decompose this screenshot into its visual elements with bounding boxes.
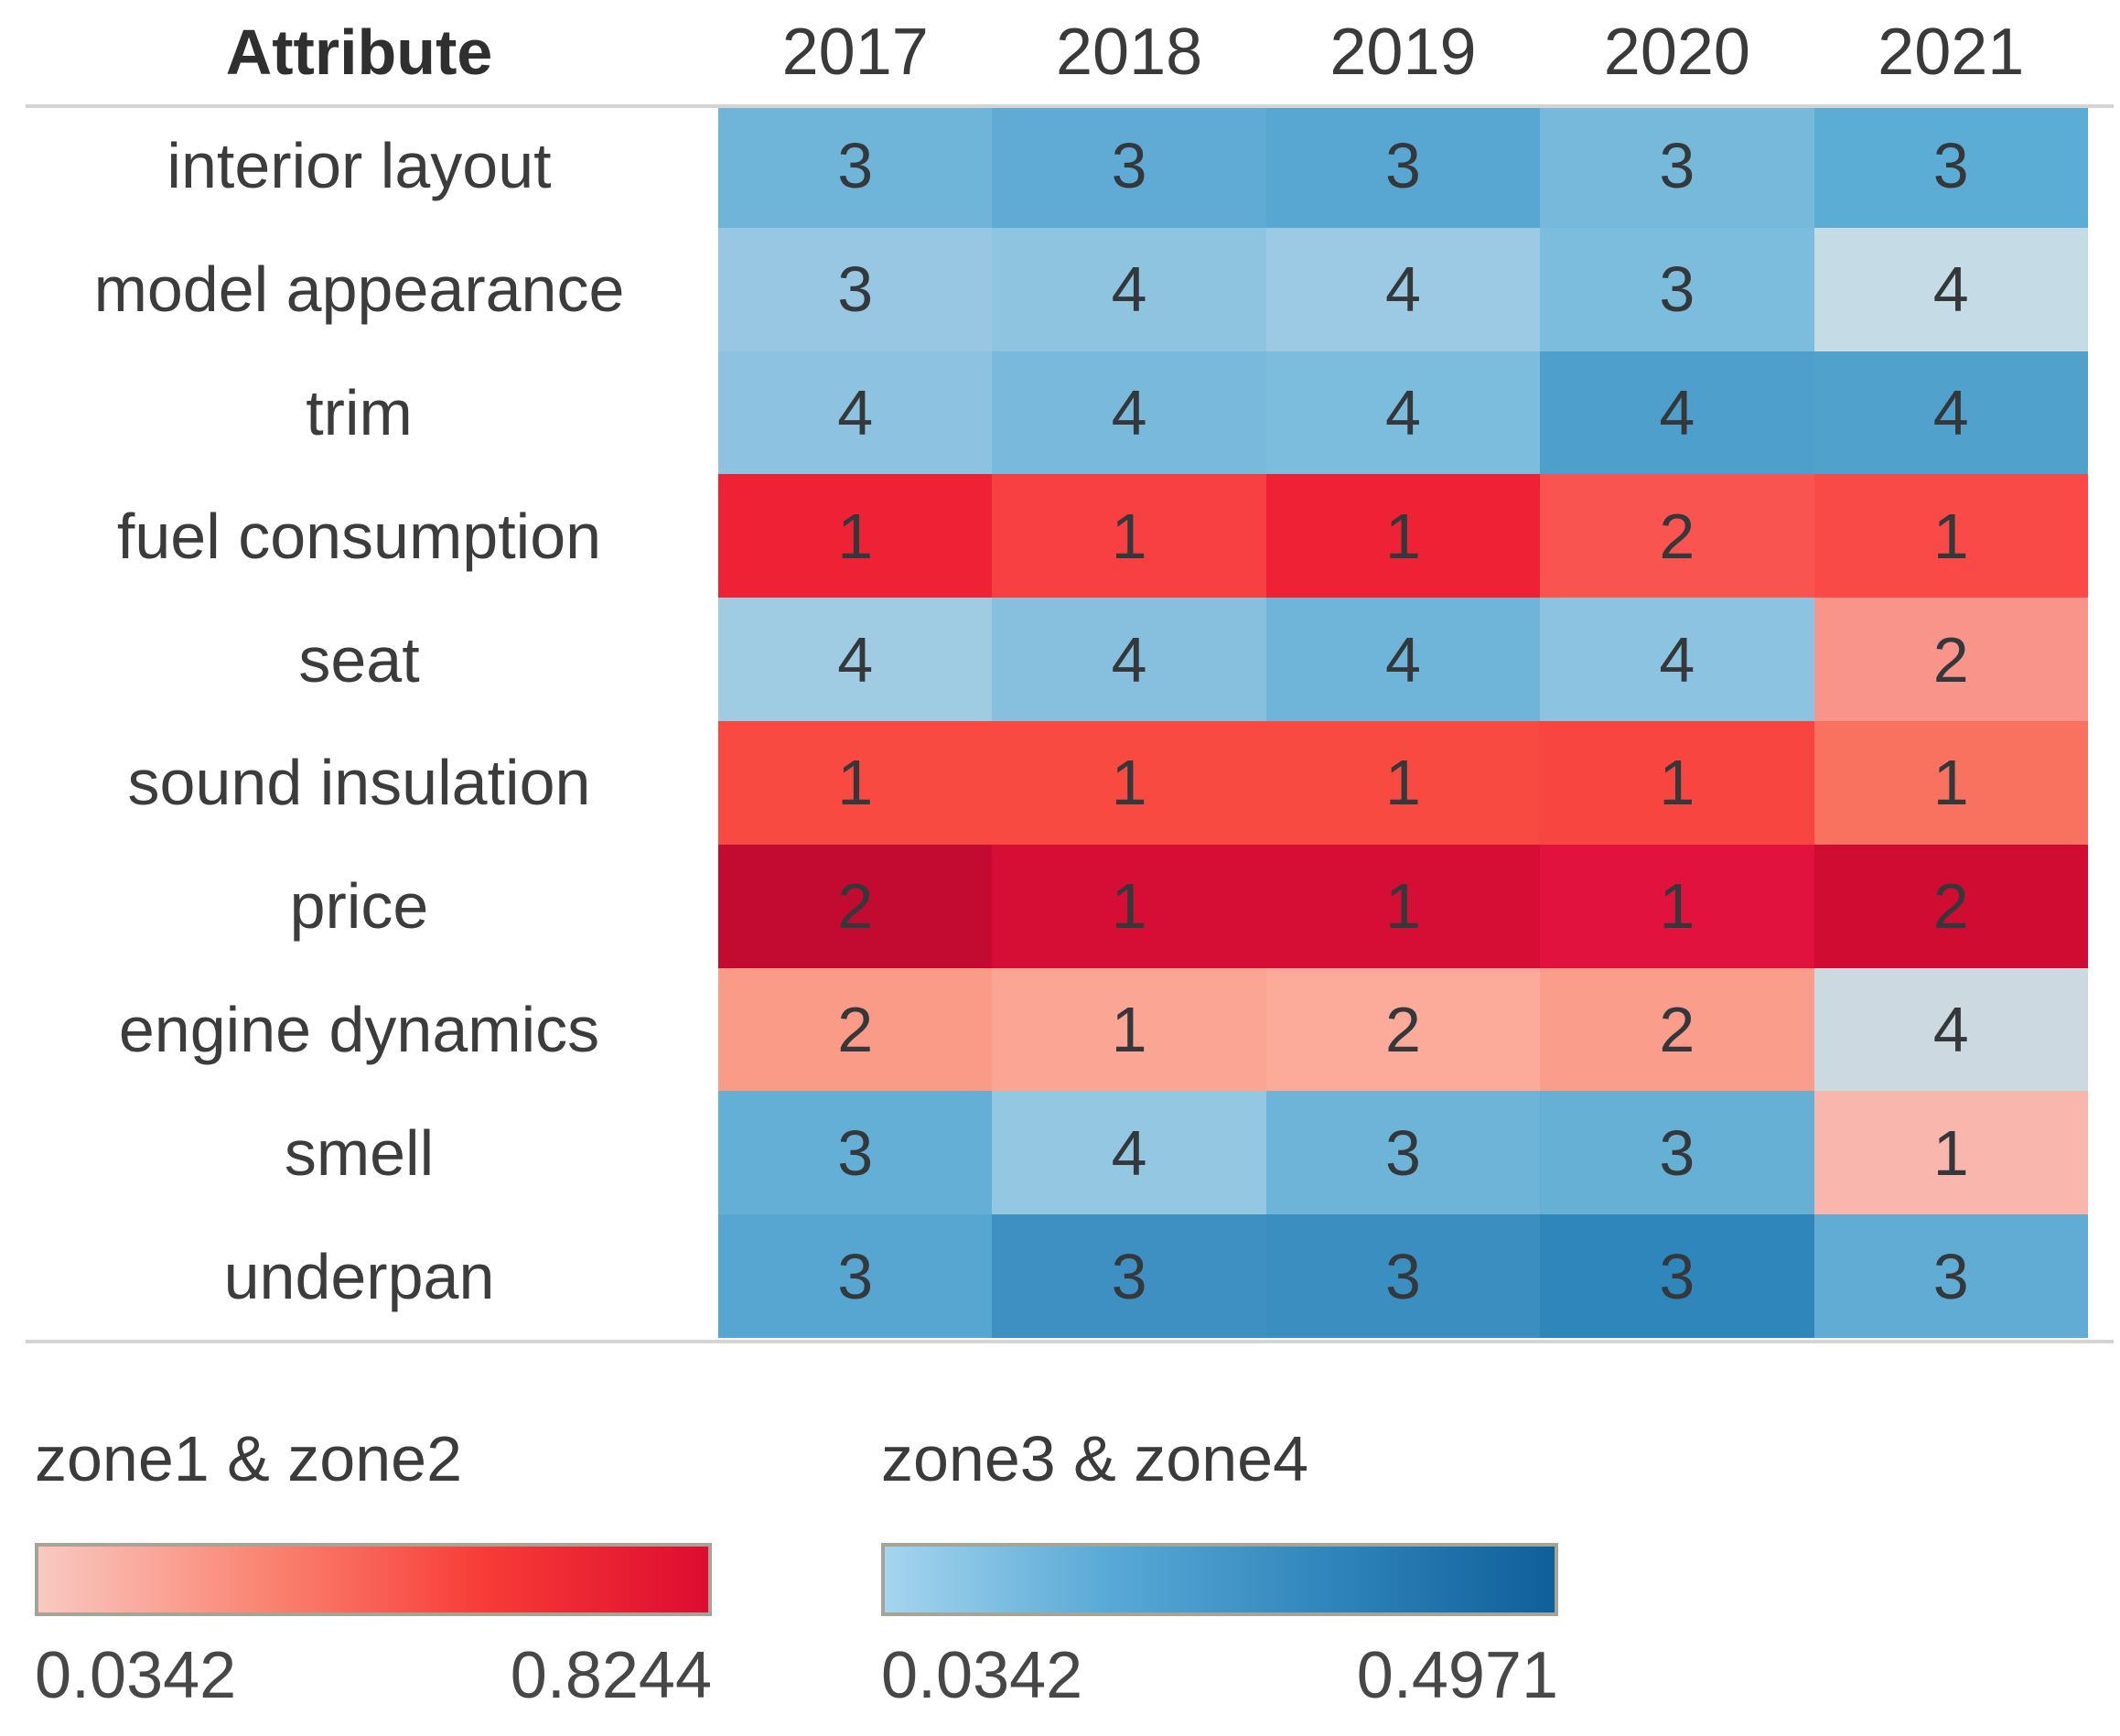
heatmap-cell: 4 bbox=[1813, 967, 2088, 1092]
heatmap-cell: 1 bbox=[1813, 720, 2088, 845]
heatmap-cell: 4 bbox=[992, 227, 1266, 351]
heatmap-cell: 1 bbox=[1813, 1091, 2088, 1215]
heatmap-cell: 3 bbox=[718, 1214, 993, 1338]
heatmap-cell: 4 bbox=[1265, 598, 1541, 721]
heatmap-cell: 4 bbox=[992, 598, 1266, 721]
heatmap-cell: 3 bbox=[1265, 1214, 1541, 1338]
legend-max-label: 0.8244 bbox=[510, 1639, 712, 1712]
legend-max-label: 0.4971 bbox=[1356, 1639, 1558, 1712]
heatmap-cell: 1 bbox=[992, 720, 1266, 845]
heatmap-cell: 4 bbox=[992, 350, 1266, 475]
heatmap-cell: 3 bbox=[1813, 1214, 2088, 1338]
heatmap-cell: 3 bbox=[1540, 1214, 1814, 1338]
red-gradient-bar bbox=[35, 1543, 712, 1616]
heatmap-cell: 2 bbox=[718, 967, 993, 1092]
heatmap-cell: 3 bbox=[718, 227, 993, 351]
heatmap-cell: 1 bbox=[992, 844, 1266, 968]
heatmap-cell: 1 bbox=[1813, 474, 2088, 598]
heatmap-cell: 3 bbox=[1540, 1091, 1814, 1215]
year-header: 2021 bbox=[1878, 16, 2025, 89]
heatmap-cell: 2 bbox=[1265, 967, 1541, 1092]
blue-gradient-bar bbox=[881, 1543, 1558, 1616]
row-label: interior layout bbox=[0, 104, 718, 228]
row-label: trim bbox=[0, 350, 718, 475]
legend-red: zone1 & zone2 0.0342 0.8244 bbox=[35, 1426, 712, 1713]
row-label: seat bbox=[0, 598, 718, 721]
row-label: underpan bbox=[0, 1214, 718, 1338]
heatmap-cell: 4 bbox=[1265, 350, 1541, 475]
heatmap-cell: 3 bbox=[1265, 104, 1541, 228]
heatmap-cell: 4 bbox=[1540, 598, 1814, 721]
legend-min-label: 0.0342 bbox=[881, 1639, 1083, 1712]
heatmap-cell: 3 bbox=[992, 1214, 1266, 1338]
legend-title: zone1 & zone2 bbox=[35, 1423, 463, 1494]
legend-min-label: 0.0342 bbox=[35, 1639, 237, 1712]
row-label: model appearance bbox=[0, 227, 718, 351]
heatmap-cell: 1 bbox=[718, 474, 993, 598]
heatmap-cell: 2 bbox=[1540, 474, 1814, 598]
row-label: engine dynamics bbox=[0, 967, 718, 1092]
heatmap-cell: 1 bbox=[1540, 844, 1814, 968]
year-header: 2018 bbox=[1056, 16, 1203, 89]
heatmap-cell: 1 bbox=[1540, 720, 1814, 845]
heatmap-cell: 4 bbox=[1813, 227, 2088, 351]
heatmap-cell: 4 bbox=[1813, 350, 2088, 475]
heatmap-cell: 4 bbox=[992, 1091, 1266, 1215]
year-header: 2020 bbox=[1603, 16, 1750, 89]
heatmap-cell: 2 bbox=[1813, 598, 2088, 721]
heatmap-cell: 2 bbox=[718, 844, 993, 968]
heatmap-cell: 4 bbox=[1265, 227, 1541, 351]
heatmap-cell: 2 bbox=[1813, 844, 2088, 968]
row-label: sound insulation bbox=[0, 720, 718, 845]
heatmap-cell: 3 bbox=[1540, 227, 1814, 351]
heatmap-cell: 1 bbox=[992, 967, 1266, 1092]
heatmap-cell: 2 bbox=[1540, 967, 1814, 1092]
attribute-header: Attribute bbox=[225, 16, 493, 88]
heatmap-cell: 3 bbox=[718, 1091, 993, 1215]
legend-title: zone3 & zone4 bbox=[881, 1423, 1309, 1494]
heatmap-cell: 4 bbox=[718, 598, 993, 721]
heatmap-table: Attribute 2017 2018 2019 2020 2021 interior la… bbox=[0, 16, 2088, 1338]
heatmap-cell: 3 bbox=[1540, 104, 1814, 228]
row-label: fuel consumption bbox=[0, 474, 718, 598]
header-separator-line bbox=[26, 104, 2114, 108]
heatmap-cell: 3 bbox=[1813, 104, 2088, 228]
legend-blue: zone3 & zone4 0.0342 0.4971 bbox=[881, 1426, 1558, 1713]
year-header: 2017 bbox=[781, 16, 929, 89]
row-label: price bbox=[0, 844, 718, 968]
heatmap-cell: 1 bbox=[992, 474, 1266, 598]
heatmap-cell: 1 bbox=[1265, 844, 1541, 968]
bottom-separator-line bbox=[26, 1340, 2114, 1343]
heatmap-cell: 1 bbox=[1265, 720, 1541, 845]
heatmap-cell: 1 bbox=[718, 720, 993, 845]
row-label: smell bbox=[0, 1091, 718, 1215]
heatmap-cell: 4 bbox=[718, 350, 993, 475]
heatmap-cell: 3 bbox=[1265, 1091, 1541, 1215]
heatmap-cell: 4 bbox=[1540, 350, 1814, 475]
heatmap-cell: 3 bbox=[992, 104, 1266, 228]
year-header: 2019 bbox=[1329, 16, 1477, 89]
heatmap-cell: 1 bbox=[1265, 474, 1541, 598]
heatmap-cell: 3 bbox=[718, 104, 993, 228]
